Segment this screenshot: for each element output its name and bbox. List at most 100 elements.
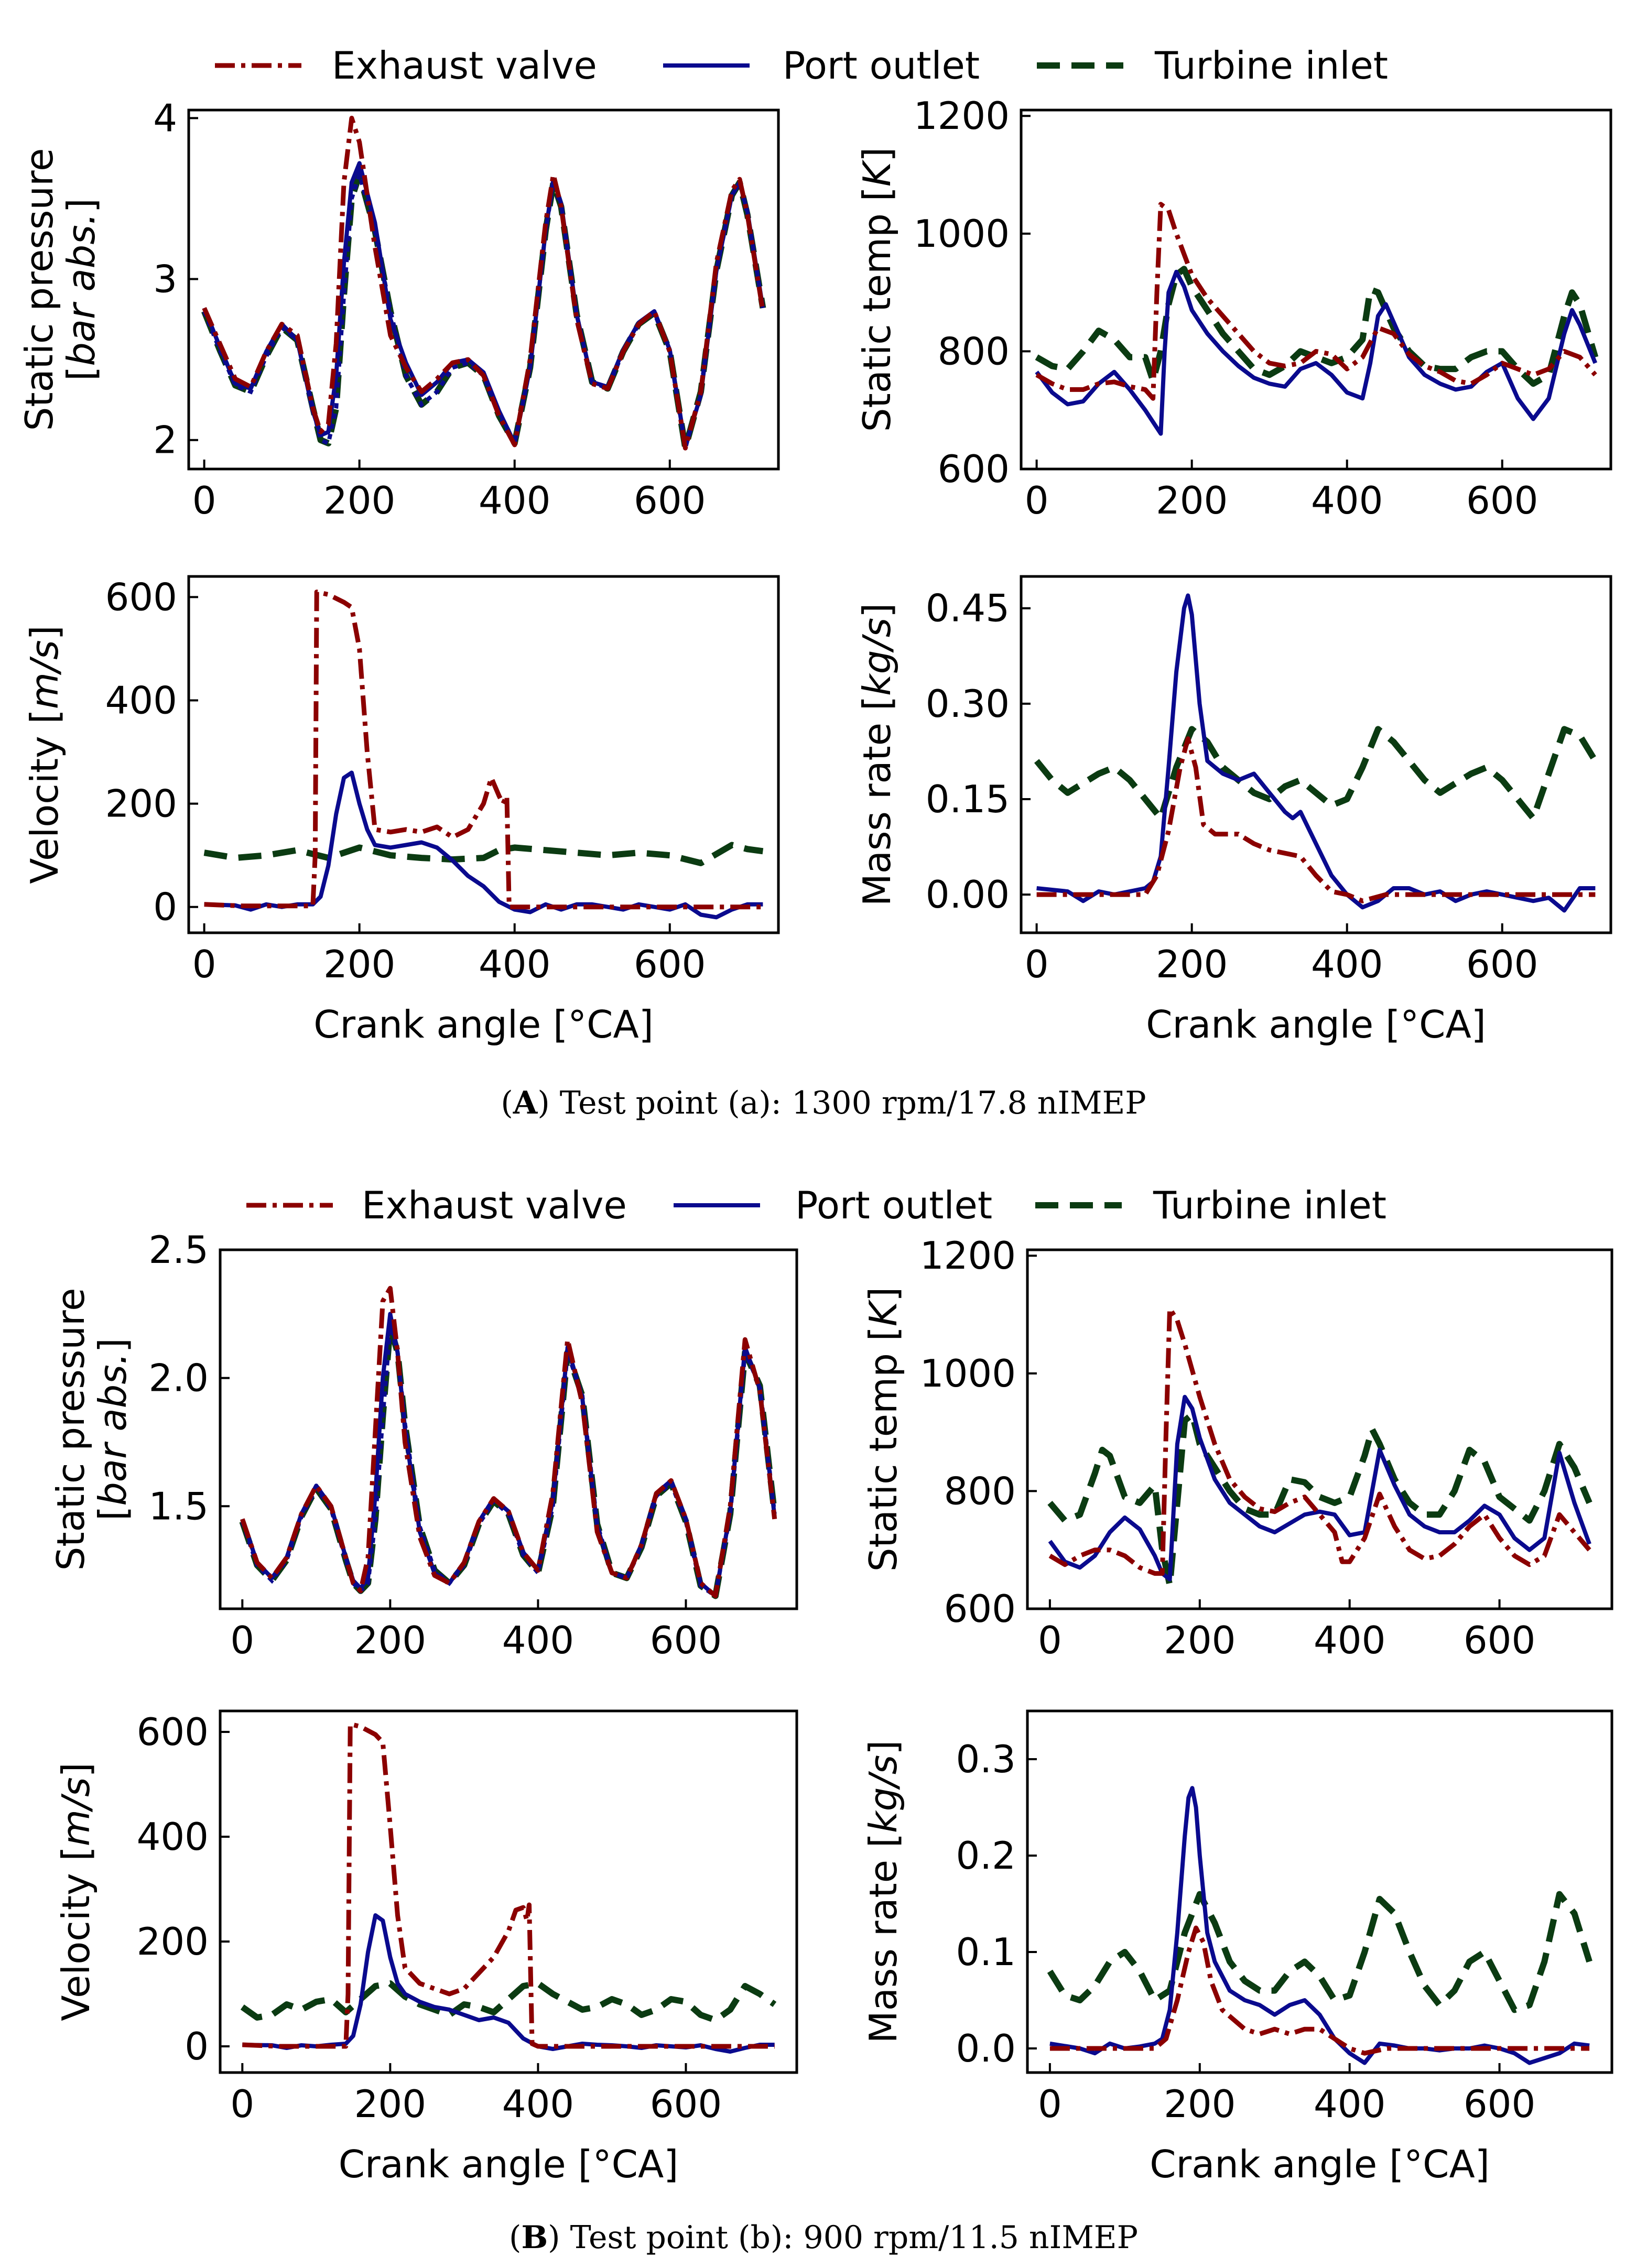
caption-b: (B) Test point (b): 900 rpm/11.5 nIMEP [509,2219,1138,2256]
a-temp-xtick-label: 600 [1466,478,1538,522]
panel-b-massrate: 0 200 400 600 0.0 0.1 0.2 0.3 Mass rate [kg/s] Cr… [861,1709,1613,2186]
a-temp-xtick-label: 0 [1025,478,1049,522]
a-velocity-xtick-label: 600 [634,942,706,986]
b-temp-series-ti [1047,1411,1592,1589]
a-massrate-ytick-label: 0.45 [926,586,1010,630]
a-temp-xtick-label: 400 [1311,478,1383,522]
legend-b-po-label: Port outlet [795,1183,992,1227]
b-temp-ytick-label: 800 [944,1469,1016,1513]
b-velocity-xtick-label: 600 [650,2082,722,2126]
b-temp-xtick-label: 600 [1464,1618,1535,1662]
caption-a-letter: A [513,1085,538,1121]
b-velocity-series-ti [240,1980,777,2023]
a-massrate-ytick-label: 0.00 [926,873,1010,917]
b-massrate-xtick-label: 200 [1164,2082,1236,2126]
legend-a-po-label: Port outlet [783,43,980,88]
b-temp-series-po [1048,1394,1591,1582]
legend-a-ti-label: Turbine inlet [1154,43,1388,88]
a-velocity-ytick-label: 400 [105,679,177,723]
a-pressure-ytick-label: 4 [153,96,177,140]
a-massrate-xlabel: Crank angle [°CA] [1146,1002,1486,1046]
a-velocity-series-po [204,770,763,920]
b-pressure-ytick-label: 2.5 [148,1228,209,1272]
a-temp-series-po [1035,269,1598,436]
b-massrate-xtick-label: 0 [1038,2082,1062,2126]
b-pressure-series-ev [240,1285,777,1598]
a-massrate-xtick-label: 200 [1156,942,1228,986]
legend-b-ti-label: Turbine inlet [1153,1183,1386,1227]
panel-a-velocity: 0 200 400 600 0 200 400 600 Velocity [m/s] Crank … [23,575,780,1046]
a-velocity-ytick-label: 600 [105,575,177,619]
b-temp-ytick-label: 600 [944,1587,1016,1631]
b-massrate-series-ev [1049,1925,1590,2056]
a-pressure-xtick-label: 0 [192,478,216,522]
panel-a-massrate: 0 200 400 600 0.00 0.15 0.30 0.45 Mass rate [kg/… [855,575,1612,1046]
b-velocity-series-ev [242,1721,775,2049]
b-pressure-ytick-label: 2.0 [148,1356,209,1400]
a-massrate-xtick-label: 0 [1025,942,1049,986]
b-massrate-ylabel: Mass rate [kg/s] [861,1740,905,2044]
b-pressure-xtick-label: 600 [650,1618,722,1662]
legend-a-ev-label: Exhaust valve [332,43,597,88]
a-massrate-series-po [1036,593,1596,913]
b-velocity-series-po [242,1913,775,2054]
a-velocity-xtick-label: 200 [323,942,395,986]
a-temp-axes-frame [1020,108,1612,471]
b-pressure-ylabel: Static pressure[bar abs.] [49,1288,135,1571]
a-velocity-series-ti [203,842,764,866]
legend-b-ev-label: Exhaust valve [362,1183,627,1227]
b-temp-axes-frame [1026,1248,1613,1610]
b-massrate-xlabel: Crank angle [°CA] [1150,2142,1490,2186]
a-velocity-ytick-label: 200 [105,782,177,826]
b-massrate-xtick-label: 600 [1464,2082,1535,2126]
b-temp-xtick-label: 0 [1038,1618,1062,1662]
b-massrate-ytick-label: 0.0 [956,2026,1016,2070]
b-massrate-ytick-label: 0.2 [956,1834,1016,1878]
a-temp-ytick-label: 800 [938,329,1010,373]
b-velocity-xtick-label: 400 [502,2082,574,2126]
a-pressure-xtick-label: 400 [479,478,550,522]
b-velocity-xtick-label: 0 [230,2082,254,2126]
a-velocity-xtick-label: 0 [192,942,216,986]
caption-b-text: Test point (b): 900 rpm/11.5 nIMEP [570,2219,1138,2256]
a-pressure-ytick-label: 2 [153,418,177,462]
b-massrate-ytick-label: 0.1 [956,1930,1016,1974]
b-pressure-xtick-label: 0 [230,1618,254,1662]
b-temp-xtick-label: 200 [1164,1618,1236,1662]
b-velocity-ytick-label: 0 [185,2024,209,2068]
b-pressure-ytick-label: 1.5 [148,1484,209,1528]
a-temp-ytick-label: 1000 [914,212,1010,256]
b-velocity-ylabel: Velocity [m/s] [54,1762,98,2021]
a-temp-ytick-label: 600 [938,447,1010,491]
b-velocity-ytick-label: 400 [137,1815,209,1859]
panel-b-velocity: 0 200 400 600 0 200 400 600 Velocity [m/s] Crank … [54,1709,798,2186]
a-temp-series-ev [1035,202,1597,401]
a-velocity-xtick-label: 400 [479,942,550,986]
b-temp-ylabel: Static temp [K] [861,1287,905,1572]
a-velocity-axes-frame [187,575,780,934]
a-temp-ylabel: Static temp [K] [855,147,899,432]
a-massrate-series-ev [1036,736,1596,903]
a-pressure-series-ev [202,115,765,451]
a-massrate-ylabel: Mass rate [kg/s] [855,603,899,907]
b-temp-series-ev [1048,1306,1591,1576]
a-massrate-series-ti [1034,726,1598,822]
b-temp-xtick-label: 400 [1314,1618,1385,1662]
a-massrate-xtick-label: 600 [1466,942,1538,986]
b-pressure-axes-frame [219,1248,798,1610]
a-temp-xtick-label: 200 [1156,478,1228,522]
a-pressure-xtick-label: 200 [323,478,395,522]
b-massrate-xtick-label: 400 [1314,2082,1385,2126]
legend-a: Exhaust valve Port outlet Turbine inlet [215,43,1388,88]
b-temp-ytick-label: 1200 [920,1234,1016,1278]
b-massrate-axes-frame [1026,1709,1613,2074]
b-velocity-xtick-label: 200 [354,2082,426,2126]
caption-b-letter: B [521,2219,548,2256]
b-velocity-axes-frame [219,1709,798,2074]
b-temp-ytick-label: 1000 [920,1351,1016,1395]
a-pressure-ylabel: Static pressure[bar abs.] [17,148,103,431]
b-pressure-xtick-label: 200 [354,1618,426,1662]
b-massrate-series-ti [1047,1891,1592,2013]
a-temp-ytick-label: 1200 [914,94,1010,138]
